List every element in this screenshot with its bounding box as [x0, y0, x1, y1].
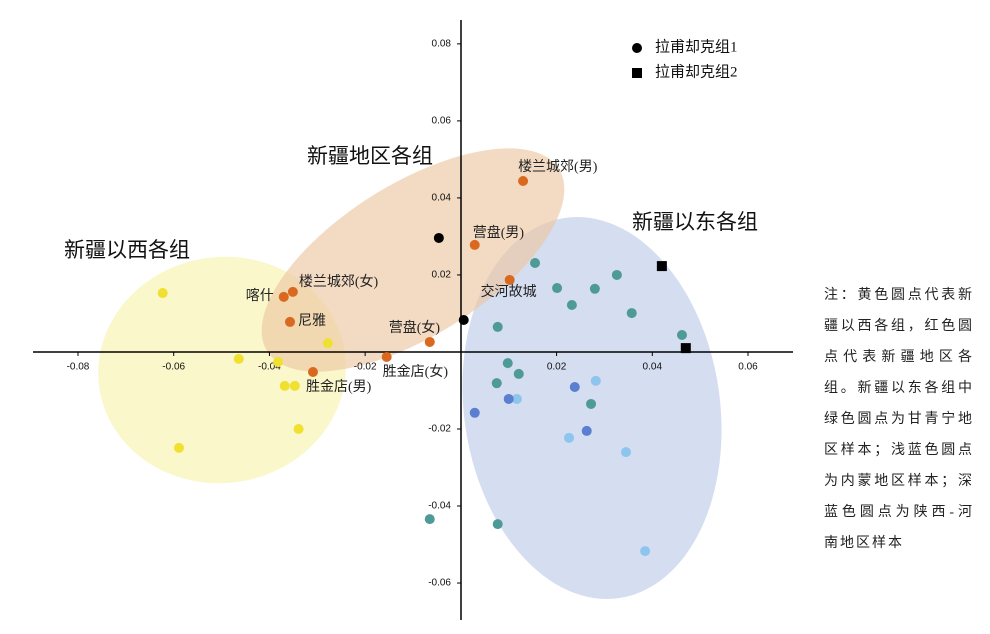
point	[173, 442, 184, 453]
legend-label: 拉甫却克组1	[655, 38, 738, 55]
legend-marker	[632, 43, 642, 53]
point	[469, 407, 480, 418]
point-label: 交河故城	[481, 283, 537, 300]
point	[285, 316, 296, 327]
region-xinjiang	[261, 148, 565, 372]
group-label: 新疆地区各组	[307, 144, 433, 168]
point	[433, 232, 444, 243]
x-tick-label: 0.06	[738, 362, 758, 373]
point	[502, 358, 513, 369]
point	[564, 432, 575, 443]
point	[640, 546, 651, 557]
x-tick-label: -0.06	[162, 362, 185, 373]
point-label: 喀什	[246, 288, 274, 304]
y-tick-label: -0.04	[428, 501, 451, 512]
point	[626, 308, 637, 319]
point	[586, 398, 597, 409]
point	[469, 239, 480, 250]
point	[273, 356, 284, 367]
point-label: 楼兰城郊(男)	[518, 158, 598, 175]
point	[656, 261, 667, 272]
point	[611, 269, 622, 280]
point	[424, 336, 435, 347]
y-tick-label: -0.06	[428, 578, 451, 589]
point	[279, 380, 290, 391]
point	[492, 321, 503, 332]
point	[293, 423, 304, 434]
point-label: 胜金店(女)	[383, 363, 449, 380]
point-label: 营盘(男)	[473, 224, 525, 241]
point	[322, 338, 333, 349]
y-tick-label: 0.02	[432, 270, 452, 281]
point	[589, 283, 600, 294]
point	[518, 175, 529, 186]
point	[424, 514, 435, 525]
y-tick-label: 0.08	[432, 39, 452, 50]
legend-marker	[632, 68, 642, 78]
point	[581, 425, 592, 436]
point	[492, 519, 503, 530]
point	[620, 447, 631, 458]
point	[458, 315, 469, 325]
group-label: 新疆以西各组	[64, 238, 190, 262]
point	[530, 258, 541, 269]
point	[513, 368, 524, 379]
point	[307, 366, 318, 377]
point	[503, 393, 514, 404]
point	[680, 343, 691, 354]
legend-label: 拉甫却克组2	[655, 63, 738, 80]
y-tick-label: 0.04	[432, 193, 452, 204]
point-label: 楼兰城郊(女)	[299, 273, 379, 290]
x-tick-label: -0.02	[354, 362, 377, 373]
group-label: 新疆以东各组	[632, 210, 758, 234]
point	[491, 378, 502, 389]
point	[289, 380, 300, 391]
x-tick-label: -0.04	[258, 362, 281, 373]
point	[566, 299, 577, 310]
x-tick-label: 0.02	[547, 362, 567, 373]
point-label: 营盘(女)	[389, 319, 441, 336]
point	[504, 274, 515, 285]
note: 注：黄色圆点代表新疆以西各组，红色圆点代表新疆地区各组。新疆以东各组中绿色圆点为…	[824, 288, 974, 551]
x-tick-label: -0.08	[67, 362, 90, 373]
point-label: 尼雅	[298, 313, 326, 329]
x-tick-label: 0.04	[643, 362, 663, 373]
y-tick-label: -0.02	[428, 424, 451, 435]
point	[552, 283, 563, 294]
point-label: 胜金店(男)	[306, 379, 372, 395]
point	[569, 382, 580, 393]
y-tick-label: 0.06	[432, 116, 452, 127]
point	[157, 288, 168, 299]
point	[590, 375, 601, 386]
point	[511, 393, 522, 404]
point	[676, 330, 687, 341]
point	[287, 286, 298, 297]
point	[233, 353, 244, 364]
point	[381, 351, 392, 362]
point	[278, 291, 289, 302]
